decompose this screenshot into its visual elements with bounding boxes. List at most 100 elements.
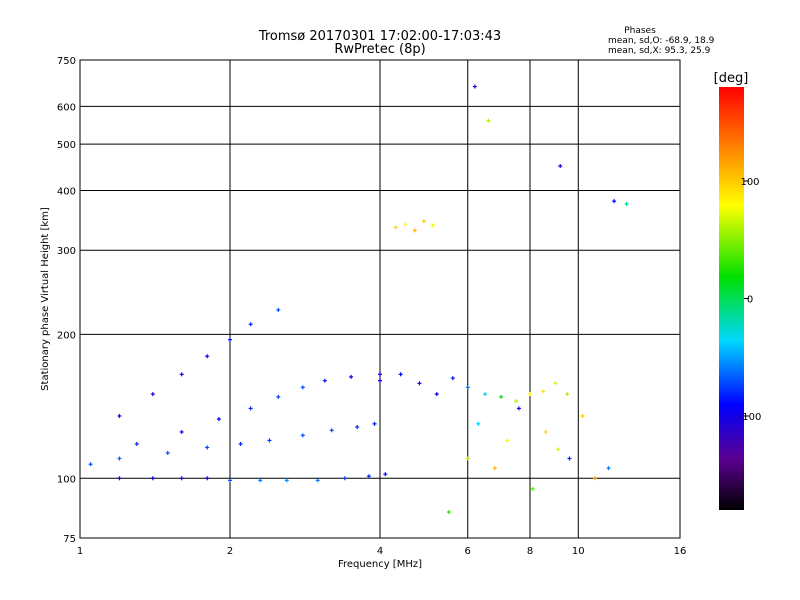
data-point	[248, 322, 253, 327]
data-point	[248, 406, 253, 411]
data-point	[430, 223, 435, 228]
data-point	[565, 392, 570, 397]
data-point	[284, 478, 289, 483]
data-point	[228, 478, 232, 483]
data-points	[88, 84, 629, 515]
data-point	[612, 199, 617, 204]
data-point	[366, 474, 371, 479]
data-point	[267, 438, 272, 443]
x-tick-labels: 1 2 4 6 8 10 16	[77, 546, 687, 557]
data-point	[528, 392, 532, 397]
data-point	[417, 381, 422, 386]
chart-subtitle: RwPretec (8p)	[334, 42, 425, 57]
data-point	[592, 476, 597, 481]
data-point	[465, 456, 470, 461]
y-tick-label: 300	[57, 246, 76, 257]
data-point	[516, 406, 521, 411]
data-point	[543, 429, 548, 434]
data-point	[624, 201, 629, 206]
data-point	[372, 421, 377, 426]
colorbar-tick-label: 100	[740, 177, 759, 188]
y-tick-label: 100	[57, 474, 76, 485]
data-point	[349, 374, 354, 379]
data-point	[580, 413, 585, 418]
data-point	[378, 372, 382, 377]
data-point	[88, 462, 93, 467]
colorbar-tick-label: -100	[739, 412, 762, 423]
data-point	[403, 222, 408, 227]
data-point	[329, 428, 334, 433]
data-point	[412, 228, 417, 233]
plot-area	[79, 59, 681, 539]
data-point	[342, 476, 347, 481]
data-point	[179, 476, 184, 481]
data-point	[165, 450, 170, 455]
data-point	[276, 394, 281, 399]
data-point	[398, 372, 403, 377]
data-point	[315, 478, 320, 483]
data-point	[555, 447, 560, 452]
data-point	[228, 337, 232, 342]
data-point	[258, 478, 263, 483]
data-point	[205, 445, 210, 450]
stats-x-line: mean, sd,X: 95.3, 25.9	[608, 46, 711, 56]
data-point	[383, 472, 388, 477]
data-point	[117, 413, 122, 418]
data-point	[541, 389, 546, 394]
data-point	[465, 385, 470, 390]
y-tick-label: 400	[57, 186, 76, 197]
data-point	[134, 441, 139, 446]
stats-o-line: mean, sd,O: -68.9, 18.9	[608, 36, 715, 46]
data-point	[476, 421, 481, 426]
data-point	[393, 225, 398, 230]
data-point	[150, 476, 155, 481]
colorbar: [deg] 100 0 -100	[714, 71, 762, 510]
data-point	[378, 378, 382, 383]
data-point	[567, 456, 572, 461]
x-tick-label: 10	[572, 546, 585, 557]
y-tick-label: 75	[63, 534, 76, 545]
data-point	[514, 399, 519, 404]
y-tick-label: 750	[57, 56, 76, 67]
data-point	[606, 466, 611, 471]
x-tick-label: 8	[527, 546, 533, 557]
data-point	[205, 476, 210, 481]
data-point	[505, 438, 510, 443]
y-axis-label: Stationary phase Virtual Height [km]	[40, 207, 51, 391]
data-point	[492, 466, 497, 471]
data-point	[483, 392, 488, 397]
data-point	[499, 394, 504, 399]
data-point	[421, 219, 426, 224]
data-point	[205, 354, 210, 359]
y-tick-labels: 75 100 200 300 400 500 600 750	[57, 56, 76, 545]
y-tick-label: 600	[57, 102, 76, 113]
data-point	[117, 456, 122, 461]
data-point	[446, 510, 451, 515]
data-point	[355, 425, 360, 430]
data-point	[216, 417, 221, 422]
data-point	[300, 385, 305, 390]
data-point	[179, 429, 184, 434]
colorbar-tick-label: 0	[747, 295, 753, 306]
data-point	[276, 307, 281, 312]
data-point	[238, 441, 243, 446]
x-tick-label: 16	[674, 546, 687, 557]
colorbar-ticks: 100 0 -100	[739, 177, 762, 423]
x-tick-label: 1	[77, 546, 83, 557]
x-tick-label: 2	[227, 546, 233, 557]
data-point	[179, 372, 184, 377]
colorbar-label: [deg]	[714, 71, 749, 86]
data-point	[434, 392, 439, 397]
x-tick-label: 6	[465, 546, 471, 557]
y-tick-label: 500	[57, 140, 76, 151]
x-tick-label: 4	[377, 546, 383, 557]
chart-title: Tromsø 20170301 17:02:00-17:03:43	[258, 29, 501, 44]
data-point	[558, 164, 563, 169]
data-point	[450, 376, 455, 381]
data-point	[150, 392, 155, 397]
data-point	[530, 486, 535, 491]
data-point	[472, 84, 477, 89]
y-tick-label: 200	[57, 330, 76, 341]
data-point	[300, 433, 305, 438]
